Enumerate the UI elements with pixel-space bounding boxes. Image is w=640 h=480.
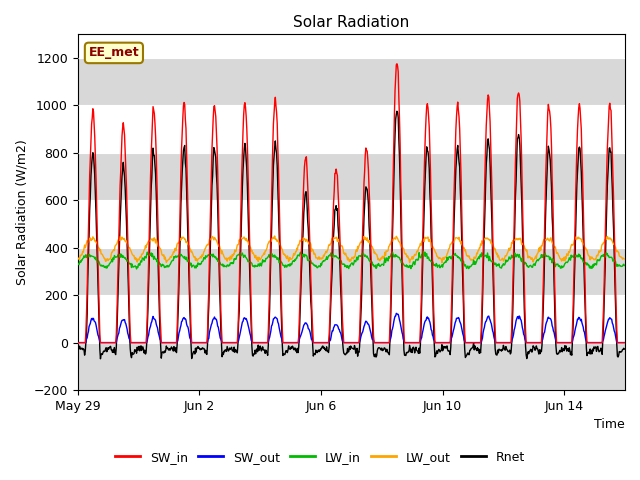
Y-axis label: Solar Radiation (W/m2): Solar Radiation (W/m2): [15, 139, 28, 285]
X-axis label: Time: Time: [595, 419, 625, 432]
Title: Solar Radiation: Solar Radiation: [293, 15, 410, 30]
Bar: [77, 58, 625, 105]
Legend: SW_in, SW_out, LW_in, LW_out, Rnet: SW_in, SW_out, LW_in, LW_out, Rnet: [110, 446, 530, 469]
Bar: [77, 343, 625, 390]
Bar: [77, 248, 625, 295]
Bar: [77, 153, 625, 200]
Text: EE_met: EE_met: [88, 47, 140, 60]
